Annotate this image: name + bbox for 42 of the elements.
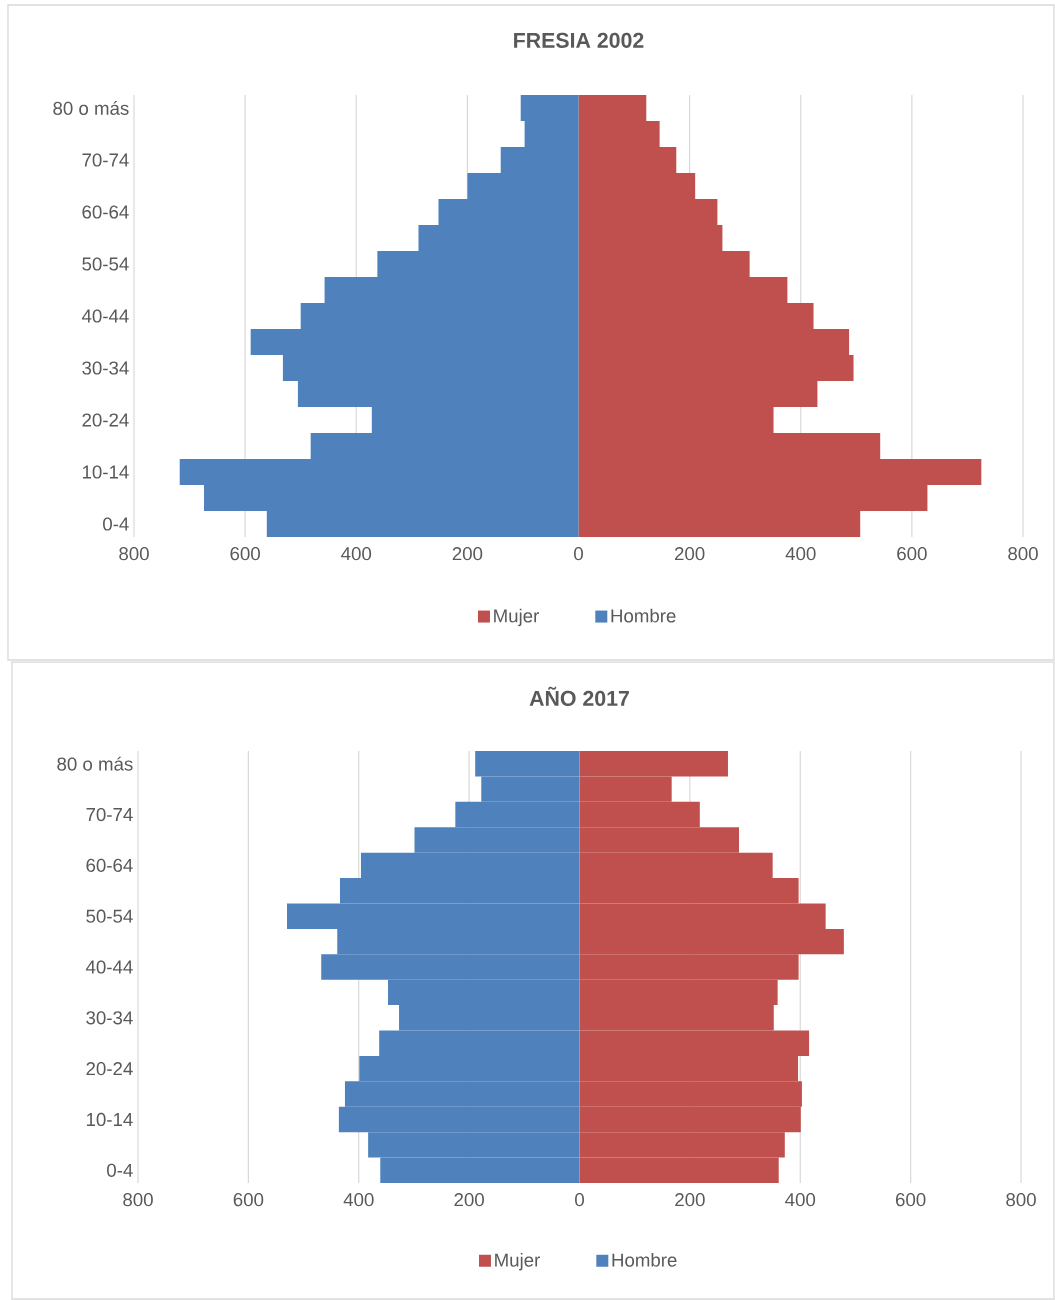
x-tick-label: 600 [233, 1193, 264, 1207]
y-tick-label: 70-74 [86, 807, 133, 822]
y-tick-label: 80 o más [57, 756, 133, 771]
y-tick-label: 40-44 [81, 309, 129, 323]
x-tick-label: 400 [785, 1193, 816, 1207]
y-tick-label: 80 o más [53, 101, 129, 115]
y-tick-label: 60-64 [86, 858, 133, 872]
chart-title: FRESIA 2002 [514, 32, 644, 48]
y-tick-label: 20-24 [82, 413, 129, 427]
y-tick-label: 70-74 [82, 153, 129, 167]
legend-label: Hombre [611, 608, 676, 623]
y-tick-label: 50-54 [86, 909, 133, 923]
legend-label: Mujer [494, 608, 539, 627]
x-tick-label: 0 [574, 547, 583, 561]
x-tick-label: 400 [343, 1193, 374, 1207]
x-tick-label: 600 [230, 547, 260, 561]
x-tick-label: 800 [1006, 1193, 1036, 1207]
y-tick-label: 10-14 [82, 465, 129, 479]
x-tick-label: 600 [897, 547, 927, 561]
x-tick-label: 200 [452, 547, 483, 561]
x-tick-label: 800 [123, 1193, 153, 1207]
legend-label: Mujer [495, 1252, 541, 1271]
y-tick-label: 30-34 [82, 361, 129, 375]
y-tick-label: 50-54 [82, 257, 129, 271]
y-tick-label: 10-14 [86, 1112, 133, 1127]
y-tick-label: 40-44 [85, 960, 133, 974]
x-tick-label: 600 [896, 1193, 926, 1207]
y-tick-label: 30-34 [86, 1011, 133, 1025]
x-tick-label: 200 [674, 547, 705, 561]
x-tick-label: 200 [675, 1193, 705, 1207]
y-tick-label: 20-24 [86, 1062, 133, 1076]
chart-title: AÑO 2017 [529, 686, 629, 706]
y-tick-label: 0-4 [103, 517, 129, 531]
legend-label: Hombre [612, 1252, 677, 1267]
x-tick-label: 0 [575, 1193, 584, 1207]
x-tick-label: 400 [341, 547, 372, 561]
y-tick-label: 0-4 [107, 1163, 133, 1177]
x-tick-label: 400 [785, 547, 816, 561]
x-tick-label: 800 [119, 547, 149, 561]
x-tick-label: 200 [454, 1193, 484, 1207]
x-tick-label: 800 [1008, 547, 1038, 561]
y-tick-label: 60-64 [82, 205, 129, 219]
